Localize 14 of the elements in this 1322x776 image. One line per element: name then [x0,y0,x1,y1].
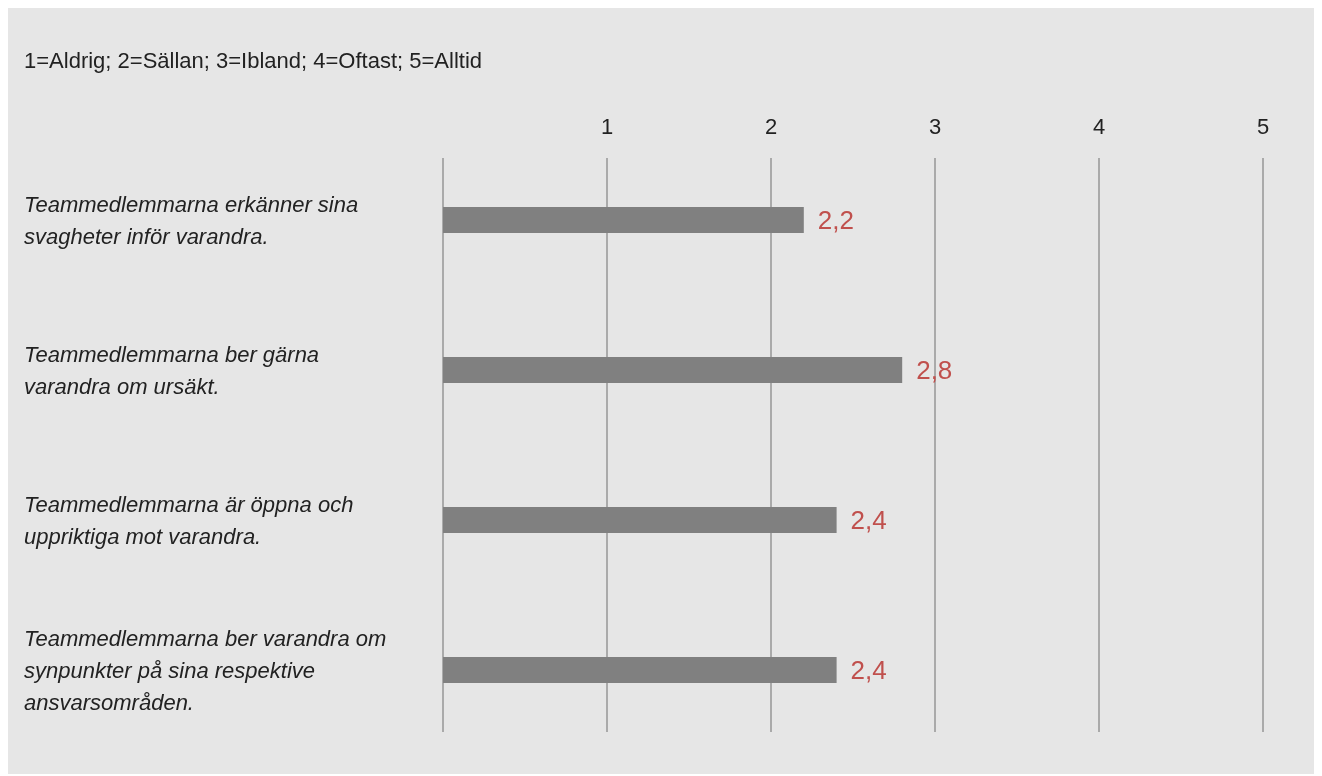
x-tick-label: 2 [764,114,778,139]
data-label: 2,4 [850,505,887,535]
data-label: 2,8 [916,355,953,385]
y-tick-label: Teammedlemmarna är öppna och uppriktiga mot varandra. [24,492,354,549]
y-tick-label: Teammedlemmarna ber varandra om synpunkter på sina respektive ansvarsområden. [24,626,387,715]
data-label: 2,2 [817,205,854,235]
x-tick-label: 3 [928,114,942,139]
y-tick-label: Teammedlemmarna ber gärna varandra om ursäkt. [24,342,320,399]
x-tick-label: 4 [1092,114,1106,139]
data-label: 2,4 [850,655,887,685]
x-tick-label: 1 [600,114,614,139]
x-tick-label: 5 [1256,114,1270,139]
text: 1=Aldrig; 2=Sällan; 3=Ibland; 4=Oftast; 5=Alltid [24,48,483,73]
y-tick-label: Teammedlemmarna erkänner sina svagheter inför varandra. [24,192,359,249]
